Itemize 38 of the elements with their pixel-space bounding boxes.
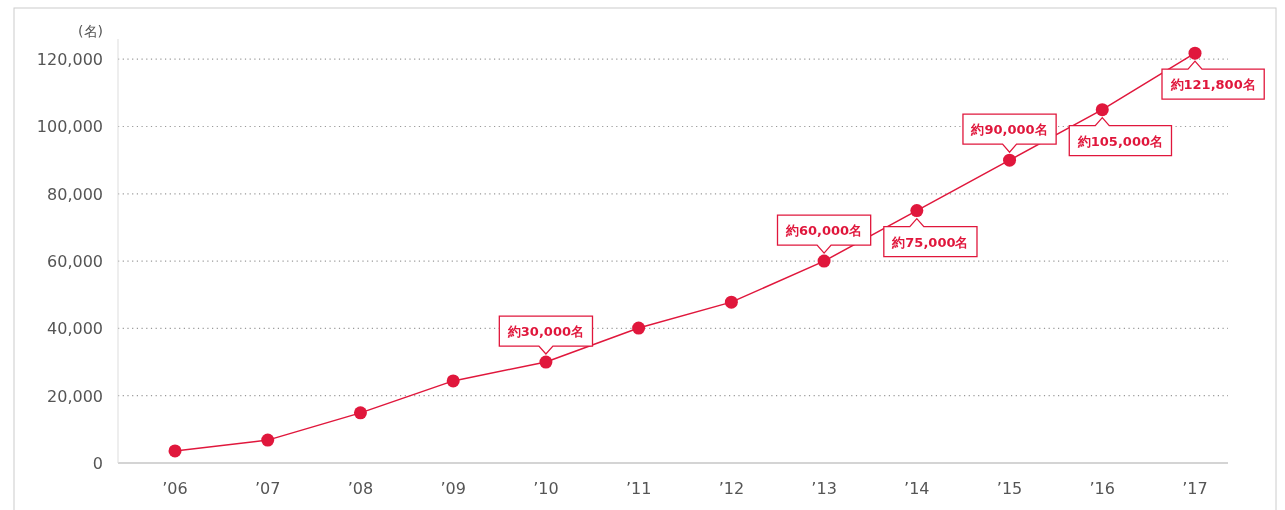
y-tick-label: 80,000 [47,184,103,204]
x-tick-label: ’15 [996,479,1023,498]
y-tick-label: 40,000 [47,319,103,339]
point [1188,46,1202,60]
x-tick-label: ’12 [718,479,745,498]
x-tick-label: ’08 [347,479,374,498]
y-tick-label: 120,000 [36,50,103,70]
point [632,321,646,335]
y-tick-label: 0 [92,454,103,473]
data-label: 約30,000名 [506,324,584,340]
x-tick-label: ’14 [904,479,930,498]
x-tick-label: ’13 [811,479,837,498]
x-tick-label: ’16 [1089,479,1115,498]
data-label: 約60,000名 [785,223,863,239]
point [261,433,275,447]
x-tick-label: ’07 [255,479,281,498]
point [817,254,831,268]
data-label: 約121,800名 [1169,77,1256,93]
y-tick-label: 20,000 [47,386,103,406]
point [910,204,924,218]
x-tick-label: ’10 [533,479,559,498]
point [446,374,460,388]
x-tick-label: ’17 [1182,479,1208,498]
y-axis-title: (名) [78,23,103,39]
data-label: 約105,000名 [1076,133,1163,149]
point [1095,103,1109,117]
point [1003,153,1017,167]
point [724,295,738,309]
x-tick-label: ’06 [162,479,188,498]
data-label: 約90,000名 [970,122,1048,138]
data-label: 約75,000名 [891,234,969,250]
y-tick-label: 60,000 [47,252,103,272]
y-tick-label: 100,000 [36,117,103,137]
point [539,355,553,369]
x-tick-label: ’09 [440,479,466,498]
point [353,406,367,420]
x-tick-label: ’11 [625,479,652,498]
point [168,444,182,458]
